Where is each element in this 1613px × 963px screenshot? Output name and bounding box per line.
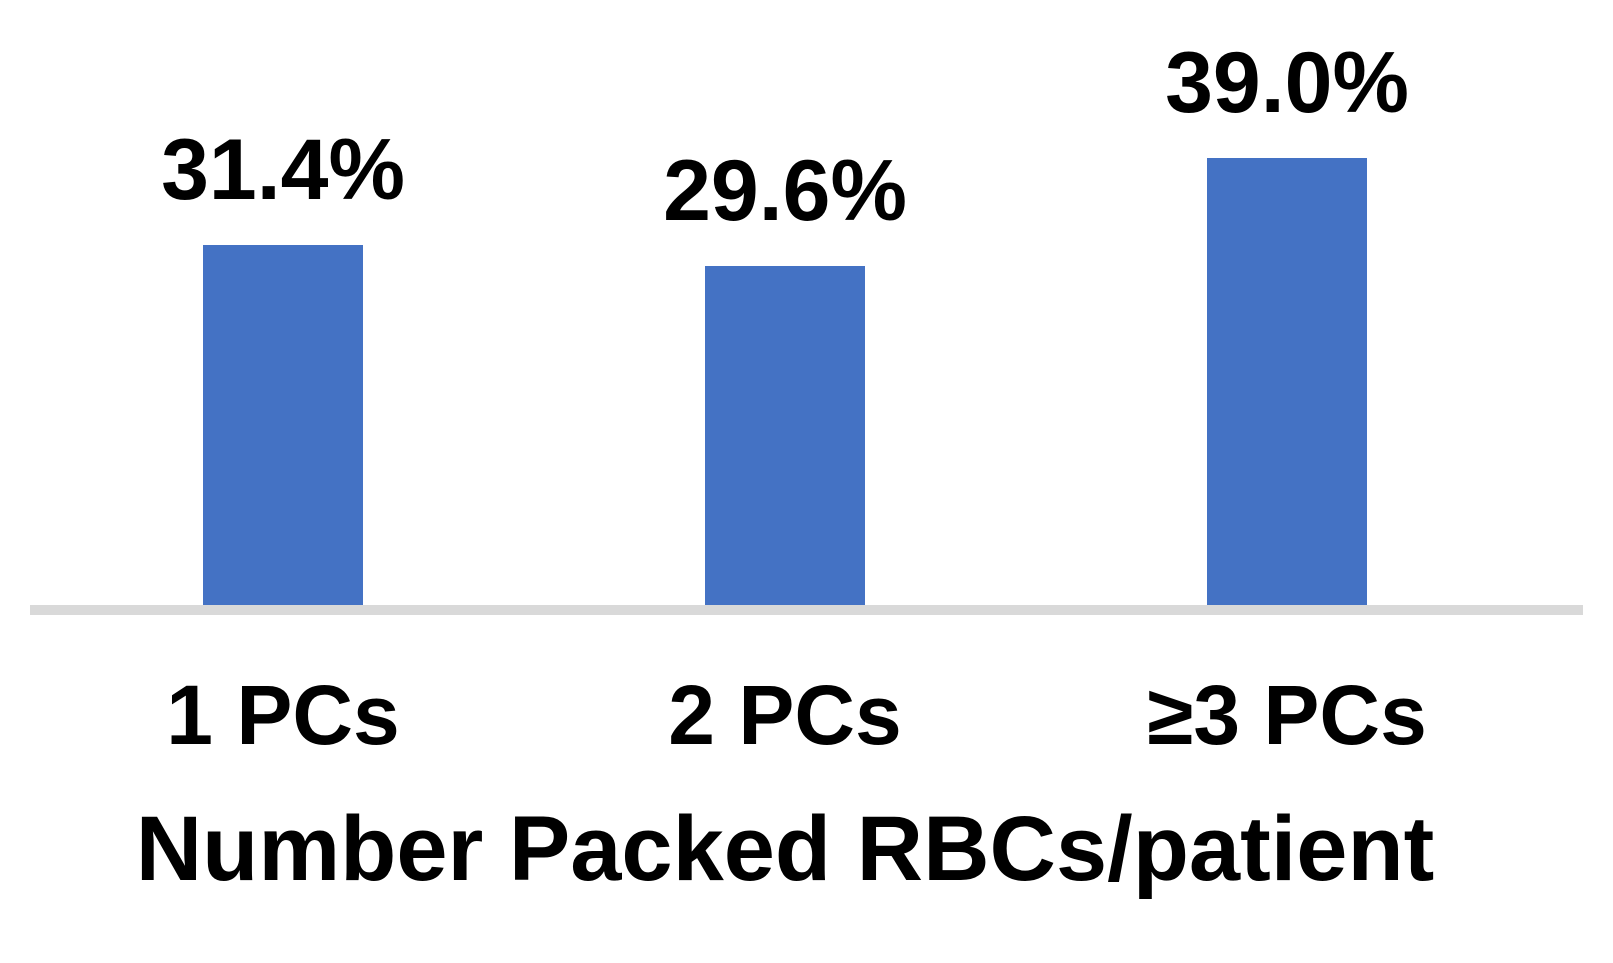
- category-label: ≥3 PCs: [1147, 668, 1427, 762]
- plot-area: 31.4% 29.6% 39.0%: [32, 0, 1538, 605]
- value-label: 29.6%: [663, 143, 907, 239]
- bar-group-3plus-pcs: 39.0%: [1036, 40, 1538, 605]
- bar-group-2-pcs: 29.6%: [534, 148, 1036, 605]
- x-axis-line: [30, 605, 1583, 615]
- category-label: 2 PCs: [668, 668, 902, 762]
- value-label: 31.4%: [161, 122, 405, 218]
- bar: [705, 266, 865, 605]
- bar: [1207, 158, 1367, 605]
- bar: [203, 245, 363, 605]
- value-label: 39.0%: [1165, 35, 1409, 131]
- bar-group-1-pcs: 31.4%: [32, 127, 534, 605]
- category-axis: 1 PCs 2 PCs ≥3 PCs: [32, 673, 1538, 757]
- x-axis-title: Number Packed RBCs/patient: [135, 798, 1435, 900]
- category-label: 1 PCs: [166, 668, 400, 762]
